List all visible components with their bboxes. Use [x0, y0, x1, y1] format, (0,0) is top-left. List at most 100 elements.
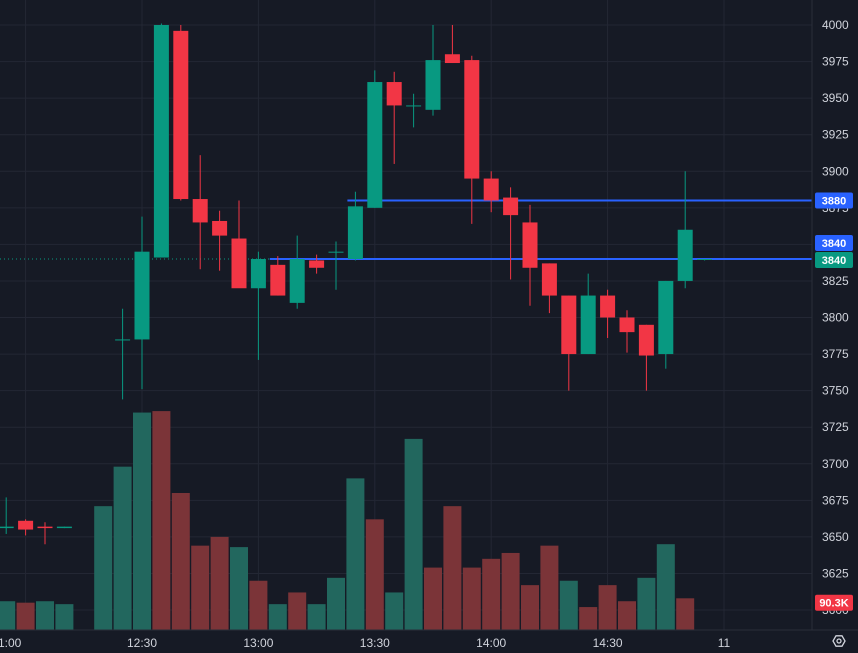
- price-tag-bg-3: [815, 594, 853, 611]
- candle-body-3: [0, 526, 14, 529]
- candle-body-9: [153, 25, 169, 258]
- candle-body-37: [697, 259, 713, 260]
- candle-6: [56, 526, 72, 529]
- volume-bar-30: [540, 545, 559, 630]
- volume-bar-35: [637, 577, 656, 630]
- chart-settings-button[interactable]: [832, 635, 846, 647]
- candle-9: [153, 23, 169, 258]
- candle-3: [0, 497, 14, 534]
- candle-12: [212, 210, 228, 271]
- volume-bar-6: [55, 604, 74, 630]
- volume-bar-14: [230, 547, 248, 630]
- volume-bar-4: [16, 602, 35, 630]
- volume-bar-19: [327, 577, 345, 630]
- candle-body-27: [503, 197, 519, 216]
- volume-bar-3: [0, 601, 16, 630]
- candle-5: [37, 522, 53, 545]
- candle-body-26: [483, 178, 499, 201]
- candle-22: [406, 93, 422, 128]
- candle-29: [541, 263, 557, 314]
- candle-body-4: [18, 520, 34, 530]
- candle-body-5: [37, 526, 53, 529]
- volume-bar-13: [210, 536, 229, 630]
- price-tag-0: 3880: [815, 192, 853, 209]
- candle-body-33: [619, 317, 635, 333]
- time-axis[interactable]: 1:00 12:30 13:00 13:30 14:00 14:30 11: [0, 629, 858, 653]
- volume-bar-15: [249, 580, 268, 630]
- candle-15: [270, 256, 286, 296]
- candle-body-23: [425, 60, 441, 110]
- volume-bar-11: [171, 493, 190, 630]
- candles: [0, 23, 713, 545]
- price-tag-label-0: 3880: [822, 196, 846, 208]
- volume-bars: [0, 411, 695, 630]
- volume-bar-12: [191, 545, 210, 630]
- candle-body-13: [231, 238, 247, 289]
- candle-23: [425, 25, 441, 116]
- time-tick-0: 1:00: [0, 636, 22, 650]
- candle-37: [697, 259, 713, 261]
- candle-26: [483, 171, 499, 213]
- time-tick-5: 14:30: [593, 636, 623, 650]
- volume-bar-16: [268, 604, 287, 630]
- candle-10: [173, 25, 189, 201]
- candle-28: [522, 204, 538, 306]
- candle-25: [464, 55, 480, 224]
- price-tag-bg-2: [815, 252, 853, 268]
- candle-31: [580, 273, 596, 355]
- gear-icon[interactable]: [832, 635, 846, 647]
- candle-24: [444, 25, 460, 64]
- volume-bar-18: [307, 604, 326, 630]
- candle-body-32: [600, 295, 616, 318]
- candle-body-7: [115, 339, 131, 341]
- candle-20: [367, 70, 383, 208]
- price-tick-4: 3900: [822, 164, 849, 178]
- volume-bar-27: [482, 558, 501, 630]
- volume-bar-7: [94, 506, 113, 630]
- candle-30: [561, 295, 577, 391]
- price-axis[interactable]: 4000397539503925390038753850382538003775…: [811, 0, 858, 653]
- time-tick-1: 12:30: [127, 636, 157, 650]
- candle-body-24: [444, 54, 460, 64]
- candle-27: [503, 187, 519, 280]
- candle-body-18: [328, 251, 344, 253]
- volume-bar-26: [462, 567, 481, 630]
- volume-bar-33: [598, 585, 617, 630]
- candle-13: [231, 200, 247, 289]
- candle-body-16: [289, 259, 305, 303]
- candle-7: [115, 308, 131, 400]
- volume-bar-34: [618, 601, 636, 630]
- candle-body-21: [386, 82, 402, 106]
- price-tag-label-1: 3840: [822, 238, 846, 250]
- candle-body-15: [270, 264, 286, 296]
- time-tick-2: 13:00: [243, 636, 273, 650]
- candle-14: [250, 251, 266, 360]
- candle-body-17: [309, 260, 325, 268]
- candle-body-6: [56, 526, 72, 529]
- price-tag-label-2: 3840: [822, 255, 846, 267]
- volume-bar-22: [385, 592, 404, 630]
- volume-bar-25: [443, 506, 462, 630]
- gear-icon-outline: [832, 635, 846, 647]
- time-axis-bg: [0, 630, 858, 653]
- price-tag-label-3: 90.3K: [819, 598, 848, 610]
- price-tick-9: 3775: [822, 347, 849, 361]
- candle-body-19: [347, 206, 363, 259]
- price-tick-10: 3750: [822, 384, 849, 398]
- candle-16: [289, 235, 305, 309]
- candle-18: [328, 241, 344, 290]
- candle-body-34: [638, 324, 654, 356]
- price-tag-1: 3840: [815, 235, 853, 251]
- candle-21: [386, 71, 402, 164]
- volume-bar-21: [365, 519, 384, 630]
- volume-bar-31: [559, 580, 578, 630]
- price-axis-bg: [812, 0, 858, 653]
- candle-body-35: [658, 280, 674, 355]
- candle-body-22: [406, 105, 422, 107]
- candle-32: [600, 289, 616, 338]
- time-tick-4: 14:00: [476, 636, 506, 650]
- candle-17: [309, 254, 325, 274]
- volume-bar-8: [113, 466, 132, 630]
